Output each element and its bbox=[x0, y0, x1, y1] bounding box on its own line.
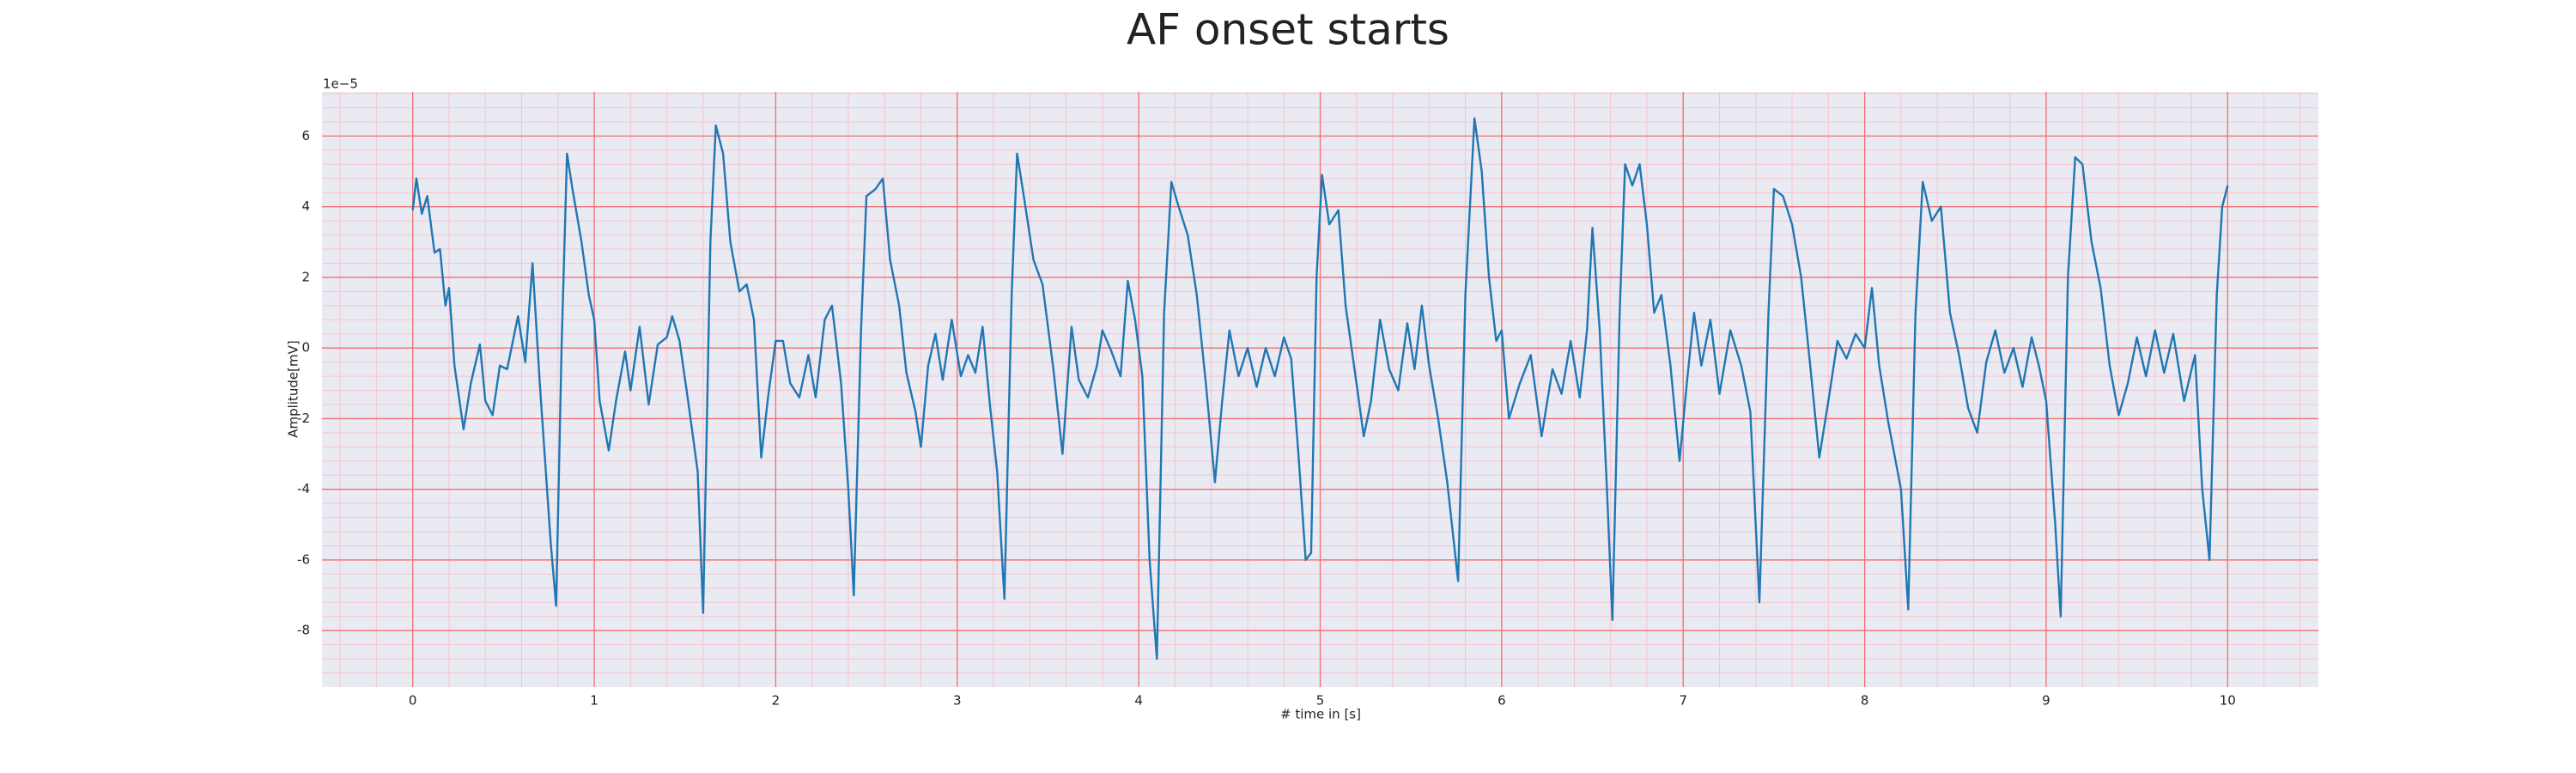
x-tick-label: 5 bbox=[1316, 693, 1325, 709]
y-axis-label: Amplitude[mV] bbox=[286, 340, 301, 437]
y-tick-label: 6 bbox=[301, 128, 310, 143]
x-tick-label: 0 bbox=[409, 693, 417, 709]
x-tick-label: 2 bbox=[772, 693, 781, 709]
y-tick-label: 0 bbox=[301, 340, 310, 356]
x-tick-label: 6 bbox=[1498, 693, 1506, 709]
x-tick-label: 4 bbox=[1134, 693, 1143, 709]
x-tick-label: 9 bbox=[2042, 693, 2050, 709]
x-tick-label: 7 bbox=[1679, 693, 1687, 709]
x-axis-label: # time in [s] bbox=[1280, 707, 1361, 722]
y-tick-label: -2 bbox=[297, 411, 310, 426]
x-tick-label: 8 bbox=[1861, 693, 1869, 709]
y-tick-label: -4 bbox=[297, 481, 310, 496]
chart-title: AF onset starts bbox=[1127, 5, 1449, 55]
y-offset-label: 1e−5 bbox=[323, 76, 358, 92]
y-tick-label: -6 bbox=[297, 551, 310, 567]
x-tick-label: 3 bbox=[953, 693, 962, 709]
y-tick-label: -8 bbox=[297, 623, 310, 638]
x-tick-label: 10 bbox=[2220, 693, 2236, 709]
y-tick-label: 4 bbox=[301, 198, 310, 214]
data-line bbox=[411, 117, 2229, 660]
y-tick-label: 2 bbox=[301, 269, 310, 284]
x-tick-label: 1 bbox=[590, 693, 598, 709]
